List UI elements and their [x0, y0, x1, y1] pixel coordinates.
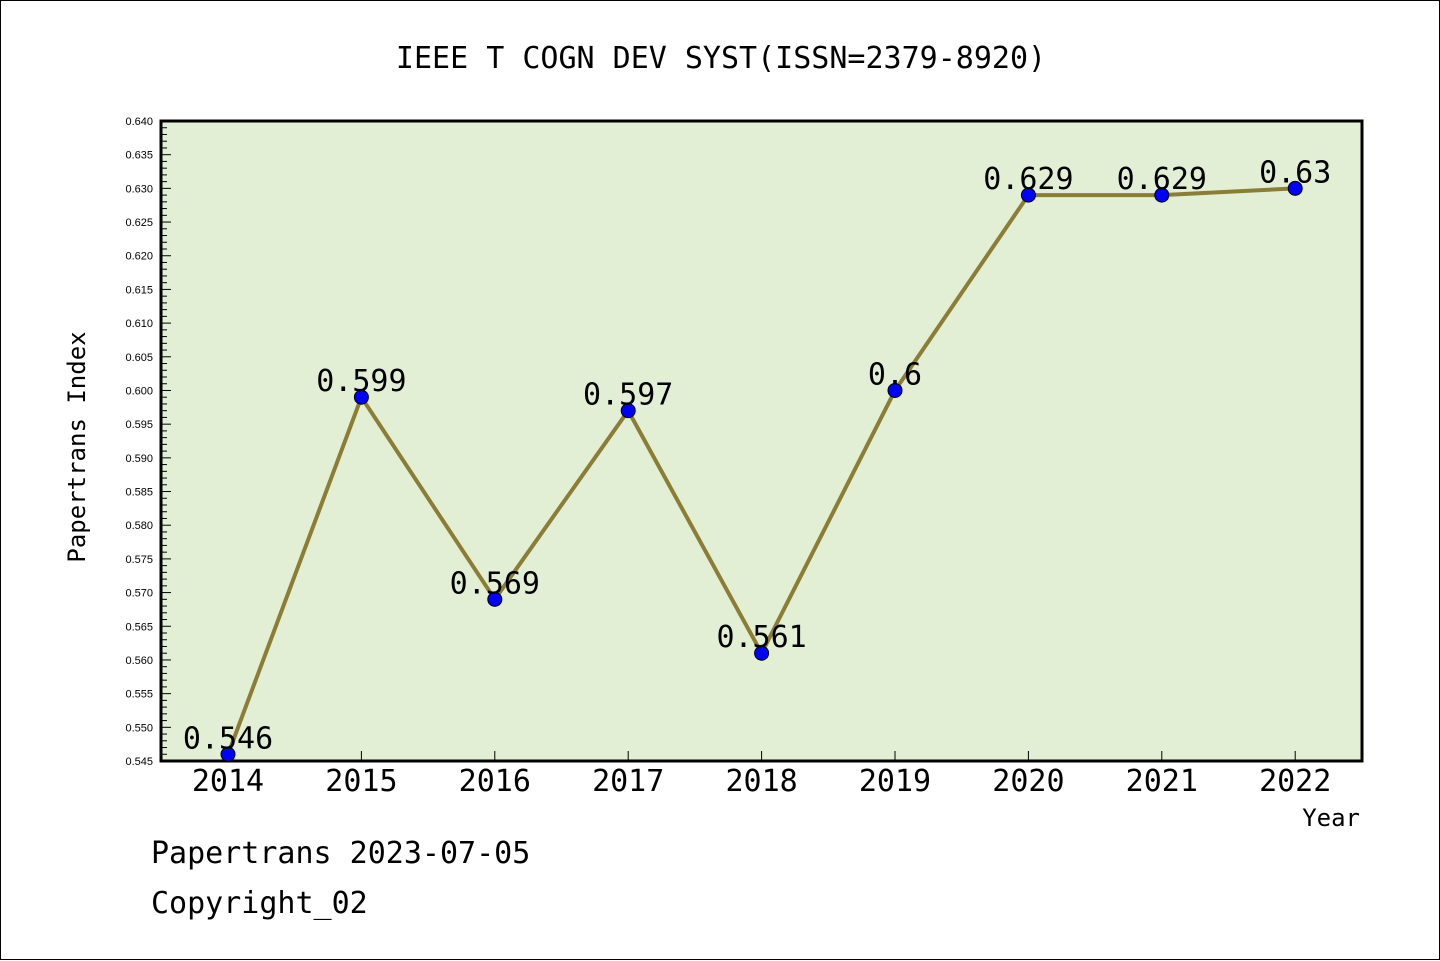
data-labels: 0.546 0.599 0.569 0.597 0.561 0.6 0.629 0.629 0.… [183, 155, 1331, 756]
x-tick-label: 2018 [725, 764, 797, 799]
y-tick-label: 0.635 [125, 150, 153, 162]
y-tick-label: 0.550 [125, 722, 153, 734]
x-tick-label: 2017 [592, 764, 664, 799]
data-point-2018 [754, 645, 770, 661]
y-tick-label: 0.555 [125, 689, 153, 701]
y-tick-label: 0.610 [125, 318, 153, 330]
y-tick-label: 0.575 [125, 554, 153, 566]
source-date-text: Papertrans 2023-07-05 [151, 836, 531, 871]
data-label-2014: 0.546 [183, 721, 273, 756]
data-point-2014 [220, 746, 236, 762]
y-tick-label: 0.620 [125, 251, 153, 263]
x-tick-label: 2015 [325, 764, 397, 799]
data-label-2020: 0.629 [983, 162, 1073, 197]
data-points [220, 180, 1303, 762]
data-label-2021: 0.629 [1117, 162, 1207, 197]
y-tick-label: 0.630 [125, 183, 153, 195]
data-point-2019 [887, 382, 903, 398]
data-point-2017 [620, 403, 636, 419]
y-axis: 0.545 0.550 0.555 0.560 0.565 0.570 0.575 0.580… [125, 116, 171, 768]
x-tick-label: 2014 [192, 764, 264, 799]
data-label-2016: 0.569 [450, 566, 540, 601]
y-tick-label: 0.570 [125, 588, 153, 600]
data-label-2022: 0.63 [1259, 155, 1331, 190]
x-tick-label: 2019 [859, 764, 931, 799]
x-tick-label: 2022 [1259, 764, 1331, 799]
y-tick-label: 0.625 [125, 217, 153, 229]
x-tick-label: 2020 [992, 764, 1064, 799]
plot-area [159, 119, 1364, 763]
y-tick-label: 0.605 [125, 352, 153, 364]
y-tick-label: 0.640 [125, 116, 153, 128]
chart-title: IEEE T COGN DEV SYST(ISSN=2379-8920) [396, 41, 1046, 76]
y-tick-label: 0.615 [125, 284, 153, 296]
y-axis-label: Papertrans Index [63, 331, 91, 562]
y-tick-label: 0.590 [125, 453, 153, 465]
data-point-2020 [1020, 187, 1036, 203]
y-tick-label: 0.595 [125, 419, 153, 431]
data-point-2021 [1154, 187, 1170, 203]
y-tick-label: 0.600 [125, 385, 153, 397]
data-label-2019: 0.6 [868, 357, 922, 392]
x-tick-label: 2016 [459, 764, 531, 799]
data-label-2018: 0.561 [716, 620, 806, 655]
y-tick-label: 0.560 [125, 655, 153, 667]
x-axis-label: Year [1302, 804, 1360, 832]
data-point-2022 [1287, 180, 1303, 196]
data-label-2015: 0.599 [316, 364, 406, 399]
data-point-2015 [353, 389, 369, 405]
data-point-2016 [487, 591, 503, 607]
x-tick-label: 2021 [1126, 764, 1198, 799]
data-label-2017: 0.597 [583, 378, 673, 413]
y-tick-label: 0.585 [125, 487, 153, 499]
y-tick-label: 0.580 [125, 520, 153, 532]
y-tick-label: 0.545 [125, 756, 153, 768]
y-tick-label: 0.565 [125, 621, 153, 633]
x-axis: 2014 2015 2016 2017 2018 2019 2020 2021 2022 [192, 751, 1331, 799]
copyright-text: Copyright_02 [151, 886, 368, 921]
